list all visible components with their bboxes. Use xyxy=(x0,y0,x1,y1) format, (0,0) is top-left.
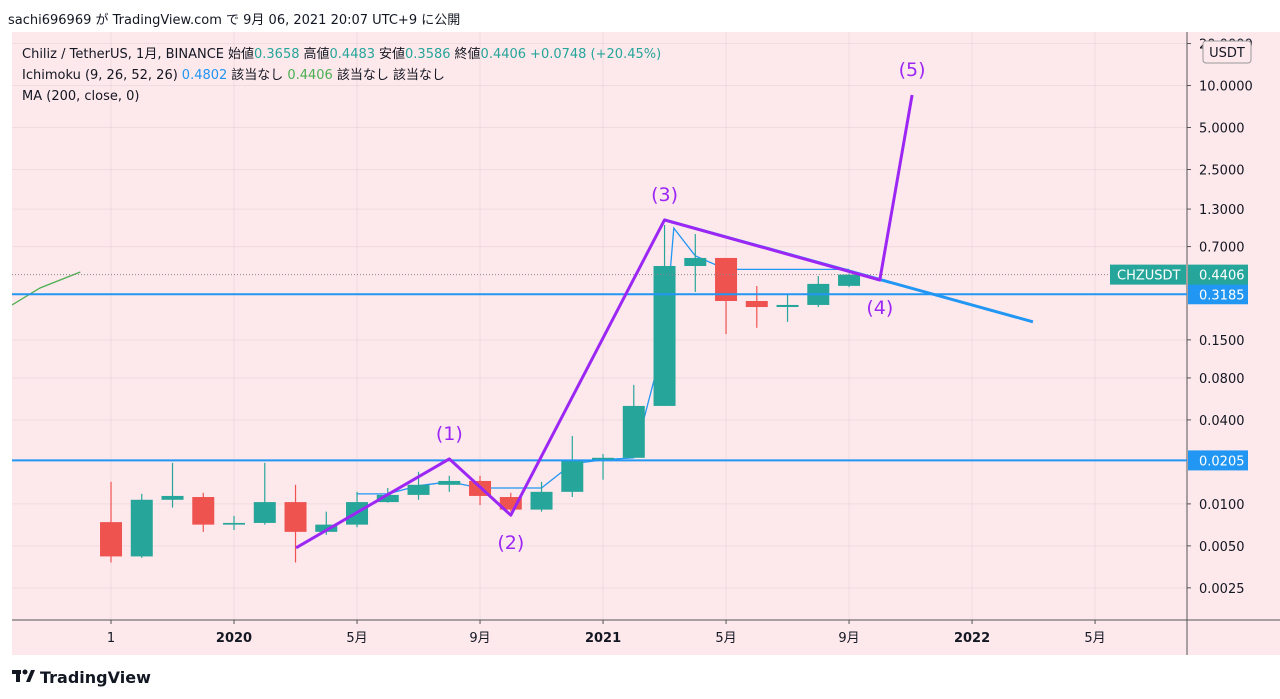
candle-body xyxy=(715,257,738,301)
ohlc-label: 始値 xyxy=(227,47,254,62)
price-label: 0.4406 xyxy=(1199,269,1245,284)
price-label: 0.0205 xyxy=(1199,454,1245,469)
chart-background xyxy=(12,32,1280,655)
ohlc-value: 0.4483 xyxy=(329,47,376,62)
wave-label: (4) xyxy=(866,297,893,319)
logo xyxy=(12,669,35,682)
y-tick-label: 5.0000 xyxy=(1199,122,1245,137)
candle-body xyxy=(530,491,553,510)
footer: TradingView xyxy=(40,668,151,687)
wave-label: (2) xyxy=(497,532,524,554)
legend-row: MA (200, close, 0) xyxy=(22,86,665,107)
y-tick-label: 0.0100 xyxy=(1199,498,1245,513)
candle-body xyxy=(130,499,153,557)
candle-body xyxy=(253,502,276,523)
candle-body xyxy=(100,522,123,557)
change-value: +0.0748 (+20.45%) xyxy=(530,47,662,62)
legend: Chiliz / TetherUS, 1月, BINANCE 始値0.3658 高値… xyxy=(22,44,665,107)
indicator-name: MA (200, close, 0) xyxy=(22,89,140,104)
y-tick-label: 0.0800 xyxy=(1199,372,1245,387)
y-tick-label: 0.7000 xyxy=(1199,241,1245,256)
candle-body xyxy=(376,494,399,503)
y-tick-label: 0.0050 xyxy=(1199,540,1245,555)
y-tick-label: 0.1500 xyxy=(1199,334,1245,349)
x-tick-label: 9月 xyxy=(838,631,859,646)
candle-body xyxy=(438,480,461,485)
x-tick-label: 2022 xyxy=(954,631,990,646)
wave-label: (3) xyxy=(651,184,678,206)
wave-label: (5) xyxy=(899,59,926,81)
indicator-value: 該当なし xyxy=(231,68,284,83)
candle-body xyxy=(561,459,584,492)
indicator-value: 0.4406 xyxy=(287,68,333,83)
ohlc-label: 終値 xyxy=(454,47,481,62)
candle-body xyxy=(592,457,615,460)
legend-row: Chiliz / TetherUS, 1月, BINANCE 始値0.3658 高値… xyxy=(22,44,665,65)
header: sachi696969 が TradingView.com で 9月 06, 2… xyxy=(8,13,461,28)
legend-row: Ichimoku (9, 26, 52, 26) 0.4802 該当なし 0.4406… xyxy=(22,65,665,86)
candle-body xyxy=(192,497,215,525)
x-tick-label: 1 xyxy=(107,631,115,646)
y-unit: USDT xyxy=(1209,46,1245,61)
x-tick-label: 5月 xyxy=(715,631,736,646)
price-label-box xyxy=(1188,284,1248,305)
ohlc-label: 安値 xyxy=(379,47,406,62)
candle-body xyxy=(407,484,430,495)
ohlc-value: 0.3658 xyxy=(254,47,300,62)
price-label-box xyxy=(1188,450,1248,471)
y-tick-label: 10.0000 xyxy=(1199,80,1253,95)
wave-label: (1) xyxy=(436,423,463,445)
indicator-name: Ichimoku (9, 26, 52, 26) xyxy=(22,68,178,83)
price-label-box xyxy=(1188,264,1248,285)
x-tick-label: 2020 xyxy=(216,631,252,646)
indicator-value: 該当なし xyxy=(392,68,445,83)
candle-body xyxy=(223,522,246,525)
candle-body xyxy=(284,502,307,532)
candle-body xyxy=(622,405,645,458)
x-tick-label: 5月 xyxy=(1084,631,1105,646)
candle-body xyxy=(776,304,799,308)
candle-body xyxy=(161,495,184,500)
y-tick-label: 2.5000 xyxy=(1199,163,1245,178)
indicator-value: 0.4802 xyxy=(181,68,228,83)
legend-title: Chiliz / TetherUS, 1月, BINANCE xyxy=(22,47,224,62)
indicator-line xyxy=(12,271,81,306)
candle-body xyxy=(838,274,861,286)
ohlc-label: 高値 xyxy=(303,47,330,62)
x-tick-label: 2021 xyxy=(585,631,621,646)
y-tick-label: 1.3000 xyxy=(1199,203,1245,218)
candle-body xyxy=(315,524,338,532)
price-label: 0.3185 xyxy=(1199,288,1245,303)
candle-body xyxy=(745,300,768,308)
candle-body xyxy=(684,257,707,266)
unit-box xyxy=(1202,40,1252,64)
indicator-value: 該当なし xyxy=(336,68,389,83)
symbol-label: CHZUSDT xyxy=(1117,269,1181,284)
y-tick-label: 0.0400 xyxy=(1199,414,1245,429)
ohlc-value: 0.3586 xyxy=(405,47,451,62)
symbol-label-box xyxy=(1110,264,1186,285)
wave-line xyxy=(295,94,914,550)
candle-body xyxy=(653,265,676,406)
plot-area xyxy=(12,32,1187,620)
x-tick-label: 9月 xyxy=(469,631,490,646)
x-tick-label: 5月 xyxy=(346,631,367,646)
ohlc-value: 0.4406 xyxy=(480,47,527,62)
y-tick-label: 0.0025 xyxy=(1199,582,1245,597)
